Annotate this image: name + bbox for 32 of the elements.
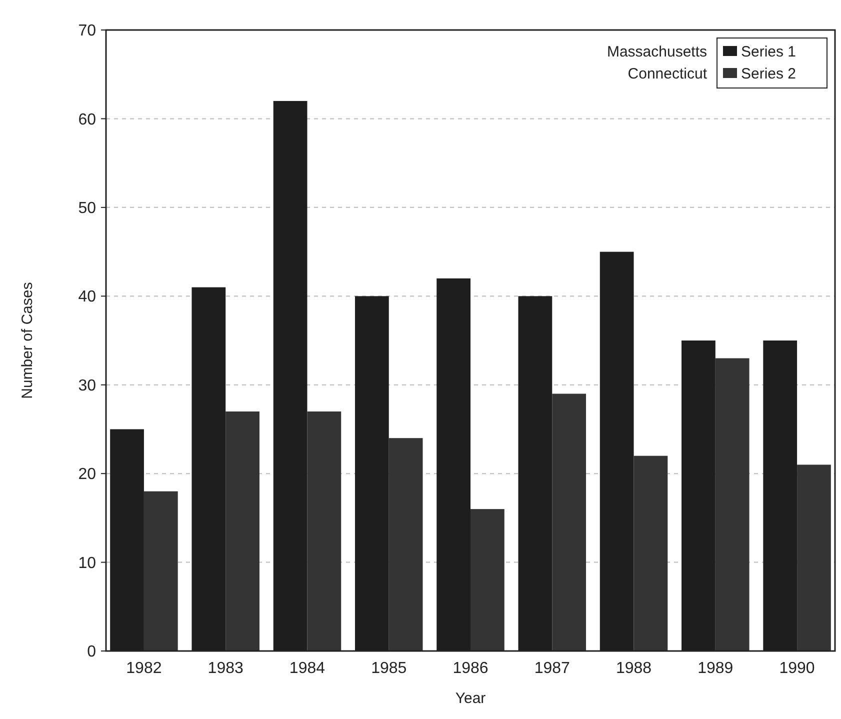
legend-label: Series 2: [741, 65, 796, 82]
bar: [715, 358, 750, 651]
x-tick-label: 1987: [534, 660, 570, 677]
x-tick-label: 1985: [371, 660, 407, 677]
x-tick-label: 1984: [289, 660, 326, 677]
bar: [307, 411, 342, 651]
y-axis-title: Number of Cases: [19, 282, 36, 399]
bar: [226, 411, 260, 651]
bar: [470, 509, 504, 651]
x-tick-label: 1988: [616, 660, 652, 677]
x-tick-label: 1989: [698, 660, 734, 677]
legend-label: Series 1: [741, 43, 796, 60]
y-tick-label: 20: [78, 466, 96, 484]
x-tick-label: 1983: [208, 660, 244, 677]
bar: [388, 438, 423, 651]
y-tick-label: 30: [78, 377, 96, 394]
bar: [797, 464, 831, 651]
y-tick-label: 70: [78, 22, 96, 40]
x-tick-label: 1990: [779, 660, 815, 677]
y-tick-label: 0: [87, 644, 96, 661]
y-tick-label: 40: [78, 288, 96, 306]
y-tick-label: 50: [78, 200, 96, 218]
x-tick-label: 1986: [452, 660, 488, 677]
annotation: Connecticut: [628, 65, 708, 82]
y-tick-label: 60: [78, 111, 96, 128]
bar: [552, 394, 586, 651]
x-axis-title: Year: [455, 690, 486, 707]
x-tick-label: 1982: [126, 660, 162, 677]
bar: [634, 456, 668, 651]
y-tick-label: 10: [78, 554, 96, 572]
annotation: Massachusetts: [606, 43, 707, 60]
bar: [144, 491, 178, 651]
